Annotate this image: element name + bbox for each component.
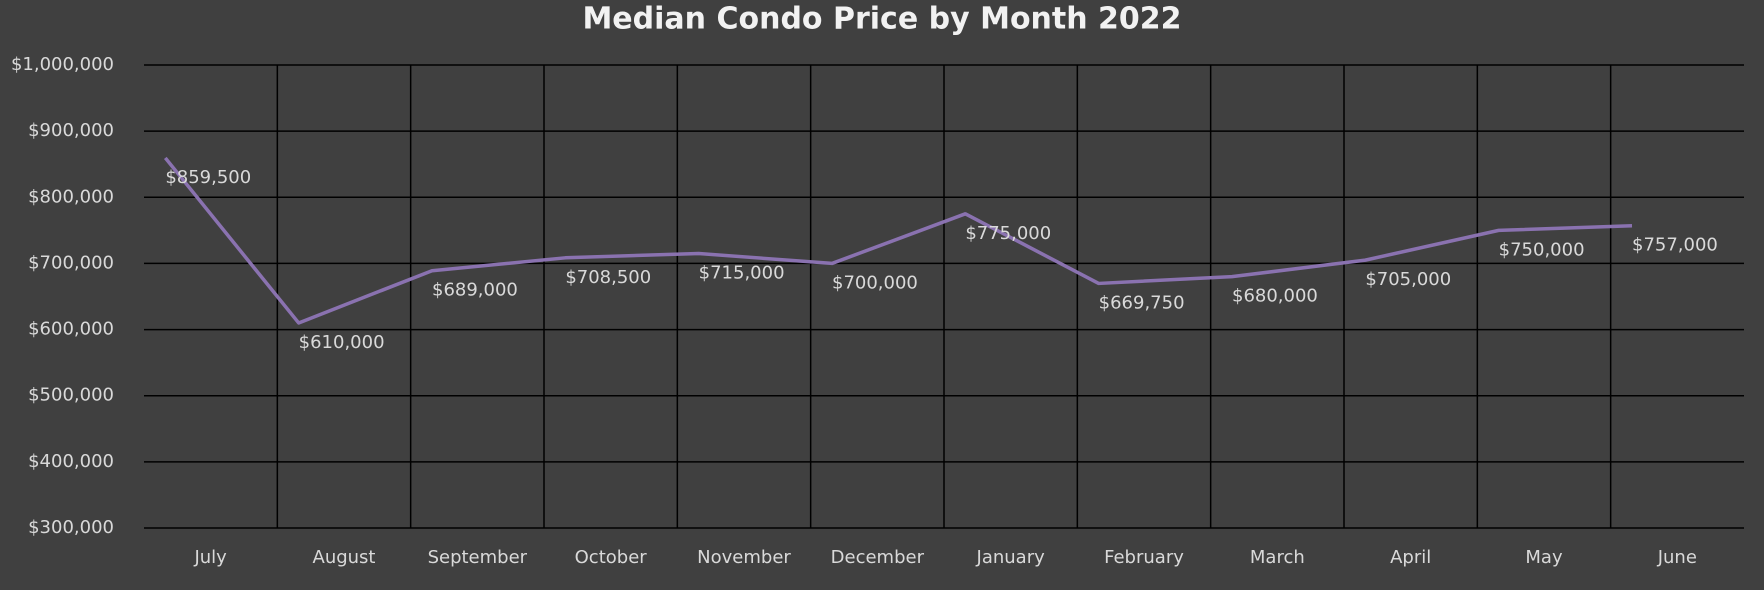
data-label: $689,000 (432, 280, 518, 301)
y-tick-label: $400,000 (28, 451, 114, 472)
y-tick-label: $300,000 (28, 517, 114, 538)
y-tick-label: $800,000 (28, 186, 114, 207)
x-tick-label: April (1390, 547, 1431, 568)
y-tick-label: $700,000 (28, 252, 114, 273)
data-label: $775,000 (965, 223, 1051, 244)
data-label: $680,000 (1232, 286, 1318, 307)
x-tick-label: July (193, 547, 227, 568)
data-label: $610,000 (299, 332, 385, 353)
data-label: $669,750 (1099, 292, 1185, 313)
data-label: $705,000 (1365, 269, 1451, 290)
data-label: $715,000 (699, 263, 785, 284)
y-tick-label: $900,000 (28, 120, 114, 141)
x-tick-label: January (976, 547, 1046, 568)
data-label: $757,000 (1632, 235, 1718, 256)
chart-title: Median Condo Price by Month 2022 (582, 2, 1181, 37)
y-tick-label: $1,000,000 (11, 54, 114, 75)
x-tick-label: June (1657, 547, 1697, 568)
x-tick-label: September (428, 547, 528, 568)
data-label: $708,500 (565, 267, 651, 288)
data-label: $859,500 (165, 167, 251, 188)
x-tick-label: August (313, 547, 376, 568)
x-tick-label: March (1250, 547, 1305, 568)
x-tick-label: May (1525, 547, 1563, 568)
y-tick-label: $600,000 (28, 319, 114, 340)
series-line (163, 156, 1633, 325)
x-tick-label: February (1104, 547, 1184, 568)
y-tick-label: $500,000 (28, 385, 114, 406)
x-tick-label: October (575, 547, 648, 568)
data-label: $750,000 (1499, 239, 1585, 260)
data-label: $700,000 (832, 272, 918, 293)
x-tick-label: November (697, 547, 791, 568)
x-tick-label: December (831, 547, 925, 568)
